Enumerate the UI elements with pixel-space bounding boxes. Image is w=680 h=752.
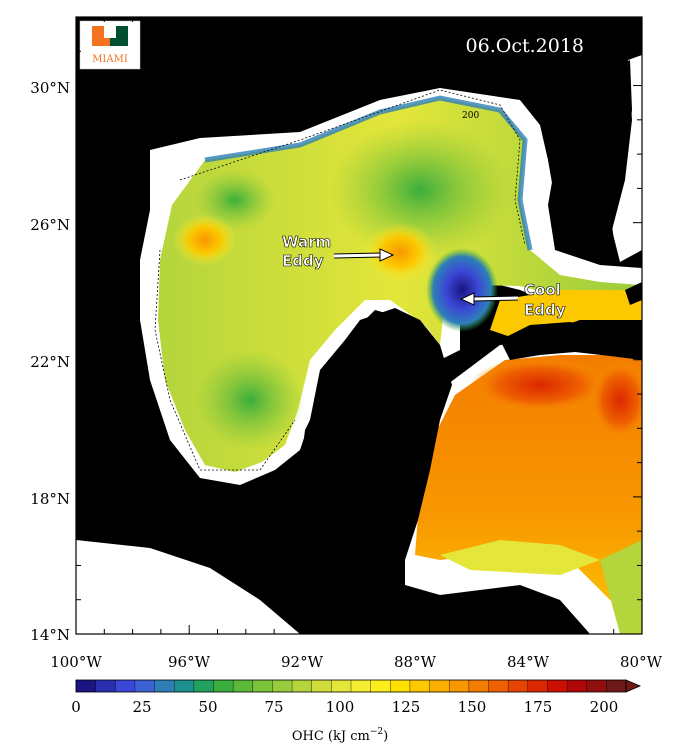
colorbar-swatch bbox=[567, 680, 588, 692]
colorbar-swatch bbox=[193, 680, 214, 692]
colorbar-swatch bbox=[154, 680, 175, 692]
lon-label-88w: 88°W bbox=[394, 653, 437, 671]
colorbar-swatch bbox=[527, 680, 548, 692]
colorbar-swatch bbox=[213, 680, 234, 692]
lon-label-92w: 92°W bbox=[281, 653, 324, 671]
cool-arrow bbox=[471, 296, 519, 301]
lat-label-22n: 22°N bbox=[30, 353, 70, 371]
logo-bottom-left bbox=[92, 38, 110, 46]
cb-label-150: 150 bbox=[458, 698, 487, 716]
colorbar-swatch bbox=[311, 680, 332, 692]
colorbar-swatch bbox=[606, 680, 627, 692]
cb-label-175: 175 bbox=[524, 698, 553, 716]
caribbean-red-patch bbox=[470, 357, 610, 413]
cuba bbox=[500, 322, 642, 360]
cool-arrow-head bbox=[459, 292, 475, 306]
cool-eddy-label-line2: Eddy bbox=[524, 301, 566, 319]
south-yellow-band bbox=[440, 540, 600, 575]
colorbar-title: OHC (kJ cm−2) bbox=[292, 727, 388, 744]
latitude-labels: 30°N 26°N 22°N 18°N 14°N bbox=[30, 79, 70, 644]
colorbar-swatch bbox=[174, 680, 195, 692]
colorbar-swatch bbox=[390, 680, 411, 692]
cb-label-125: 125 bbox=[392, 698, 421, 716]
colorbar-swatch bbox=[331, 680, 352, 692]
colorbar-swatch bbox=[429, 680, 450, 692]
pacific-shelf bbox=[76, 540, 300, 634]
cb-label-0: 0 bbox=[71, 698, 81, 716]
shelf-edge-rim bbox=[204, 95, 533, 251]
map-area: 200 MIAMI 06.Oct.2018 Warm Eddy Cool Edd… bbox=[76, 17, 642, 634]
colorbar-swatch bbox=[233, 680, 254, 692]
lon-label-100w: 100°W bbox=[50, 653, 102, 671]
date-label: 06.Oct.2018 bbox=[466, 35, 584, 57]
longitude-labels: 100°W 96°W 92°W 88°W 84°W 80°W bbox=[50, 653, 662, 671]
warm-eddy-annotation: Warm Eddy bbox=[282, 233, 395, 270]
lon-label-96w: 96°W bbox=[168, 653, 211, 671]
warm-eddy-label-line1: Warm bbox=[282, 233, 331, 251]
colorbar-swatch bbox=[272, 680, 293, 692]
lat-label-30n: 30°N bbox=[30, 79, 70, 97]
colorbar-tick-labels: 0 25 50 75 100 125 150 175 200 bbox=[71, 698, 618, 716]
colorbar-swatch bbox=[95, 680, 116, 692]
cb-label-25: 25 bbox=[132, 698, 151, 716]
colorbar-swatch bbox=[586, 680, 607, 692]
colorbar-swatch bbox=[76, 680, 97, 692]
isobath-200m bbox=[154, 89, 526, 471]
warm-eddy-label-line2: Eddy bbox=[282, 252, 324, 270]
cool-eddy-label-line1: Cool bbox=[524, 281, 561, 299]
colorbar-swatch bbox=[292, 680, 313, 692]
lon-label-80w: 80°W bbox=[620, 653, 663, 671]
lat-label-14n: 14°N bbox=[30, 626, 70, 644]
colorbar-extend-arrow bbox=[625, 679, 642, 693]
colorbar-swatch bbox=[488, 680, 509, 692]
colorbar-swatch bbox=[351, 680, 372, 692]
colorbar-swatch bbox=[468, 680, 489, 692]
lat-label-26n: 26°N bbox=[30, 216, 70, 234]
bay-of-campeche-green bbox=[195, 350, 305, 450]
isobath-label: 200 bbox=[462, 111, 479, 121]
north-central-green bbox=[330, 120, 510, 260]
colorbar-swatch bbox=[547, 680, 568, 692]
cb-label-50: 50 bbox=[198, 698, 217, 716]
colorbar-swatch bbox=[134, 680, 156, 692]
logo-text: MIAMI bbox=[92, 54, 128, 65]
lon-label-84w: 84°W bbox=[507, 653, 550, 671]
yucatan-peninsula bbox=[300, 308, 452, 560]
cool-eddy-patch bbox=[426, 248, 498, 332]
bahamas bbox=[625, 282, 642, 305]
colorbar-swatch bbox=[449, 680, 470, 692]
florida bbox=[520, 60, 632, 258]
axis-ticks bbox=[75, 16, 643, 635]
colorbar-swatch bbox=[409, 680, 431, 692]
warm-eddy-patch bbox=[364, 222, 436, 282]
warm-arrow-head bbox=[379, 248, 395, 262]
cb-label-100: 100 bbox=[326, 698, 355, 716]
east-red-patch bbox=[590, 360, 642, 440]
northwest-green bbox=[195, 170, 275, 230]
colorbar bbox=[75, 679, 642, 693]
warm-arrow bbox=[333, 253, 383, 258]
colorbar-swatch bbox=[370, 680, 391, 692]
colorbar-swatch bbox=[252, 680, 273, 692]
lat-label-18n: 18°N bbox=[30, 490, 70, 508]
cb-label-200: 200 bbox=[590, 698, 619, 716]
cb-label-75: 75 bbox=[264, 698, 283, 716]
atlantic-shelf bbox=[612, 55, 642, 262]
western-warm-patch bbox=[173, 214, 237, 266]
miami-logo: MIAMI bbox=[79, 20, 141, 70]
cool-eddy-annotation: Cool Eddy bbox=[459, 281, 566, 319]
colorbar-swatch bbox=[115, 680, 136, 692]
southeast-green bbox=[600, 540, 642, 634]
colorbar-swatch bbox=[508, 680, 529, 692]
